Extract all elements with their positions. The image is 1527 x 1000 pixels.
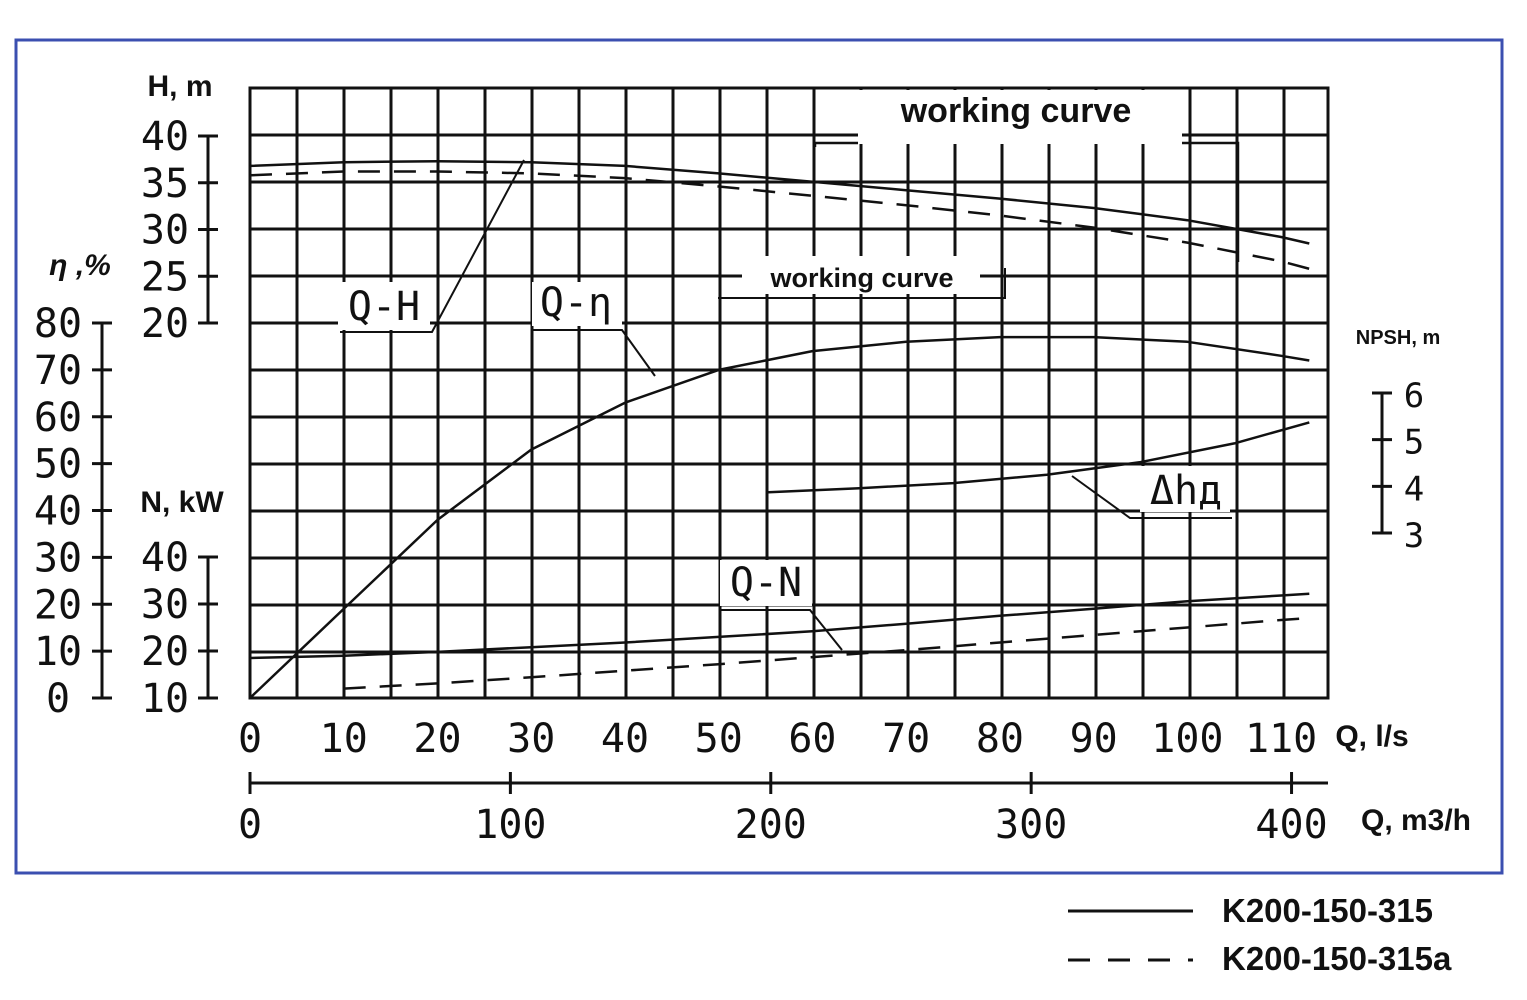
x-tick-label-ls: 0 — [238, 716, 262, 762]
npsh-tick-label: 6 — [1404, 376, 1424, 416]
x-tick-label-m3h: 400 — [1255, 802, 1327, 848]
efficiency-tick-label: 60 — [34, 395, 82, 441]
efficiency-tick-label: 20 — [34, 582, 82, 628]
npsh-callout: Δhд — [1071, 466, 1232, 519]
series-qh-dashed-line — [249, 170, 1310, 271]
power-tick-label: 10 — [141, 676, 189, 722]
series-qeta-solid-line — [249, 335, 1310, 699]
working-range-box: working curve — [813, 90, 1240, 262]
working-curve-label-top: working curve — [900, 92, 1132, 130]
series-npsh-solid-line — [765, 421, 1310, 494]
x-tick-label-ls: 40 — [601, 716, 649, 762]
x-tick-label-ls: 60 — [788, 716, 836, 762]
efficiency-tick-label: 80 — [34, 301, 82, 347]
head-tick-label: 30 — [141, 208, 189, 254]
x-tick-label-ls: 110 — [1245, 716, 1317, 762]
x-tick-label-ls: 80 — [976, 716, 1024, 762]
chart-frame — [14, 38, 1504, 875]
qeta-callout: Q-η — [532, 280, 656, 377]
npsh-tick-label: 4 — [1404, 469, 1424, 509]
x-tick-label-ls: 100 — [1151, 716, 1223, 762]
head-tick-label: 25 — [141, 254, 189, 300]
x-axis-title-m3h: Q, m3/h — [1361, 804, 1471, 837]
efficiency-tick-label: 30 — [34, 535, 82, 581]
x-tick-label-ls: 30 — [507, 716, 555, 762]
efficiency-tick-label: 0 — [46, 676, 70, 722]
power-tick-label: 40 — [141, 535, 189, 581]
qn-callout: Q-N — [720, 560, 843, 651]
series-qn-dashed-line — [343, 616, 1310, 690]
power-axis-title: N, kW — [140, 486, 224, 519]
npsh-curve-label: Δhд — [1150, 468, 1222, 514]
head-axis-title: H, m — [147, 70, 212, 103]
x-tick-label-m3h: 200 — [735, 802, 807, 848]
x-tick-label-ls: 90 — [1070, 716, 1118, 762]
npsh-tick-label: 3 — [1404, 516, 1424, 556]
power-tick-label: 30 — [141, 582, 189, 628]
power-tick-label: 20 — [141, 629, 189, 675]
plot-border — [248, 86, 1330, 700]
x-tick-label-m3h: 0 — [238, 802, 262, 848]
series-qn-solid-line — [249, 592, 1310, 660]
legend: K200-150-315 K200-150-315a — [1068, 892, 1452, 977]
legend-label-solid: K200-150-315 — [1222, 892, 1433, 929]
head-tick-label: 35 — [141, 161, 189, 207]
efficiency-tick-label: 50 — [34, 442, 82, 488]
efficiency-tick-label: 40 — [34, 489, 82, 535]
x-tick-label-ls: 10 — [320, 716, 368, 762]
head-tick-label: 20 — [141, 301, 189, 347]
head-tick-label: 40 — [141, 114, 189, 160]
x-tick-label-m3h: 300 — [995, 802, 1067, 848]
qn-label: Q-N — [730, 560, 802, 606]
npsh-axis-title: NPSH, m — [1356, 327, 1440, 349]
working-range-mid: working curve — [718, 256, 1006, 299]
legend-label-dashed: K200-150-315a — [1222, 940, 1452, 977]
qh-label: Q-H — [348, 284, 420, 330]
curve-layer — [249, 159, 1310, 699]
efficiency-axis-title: η ,% — [49, 249, 111, 282]
x-axis-title-ls: Q, l/s — [1335, 720, 1408, 753]
efficiency-tick-label: 10 — [34, 629, 82, 675]
npsh-tick-label: 5 — [1404, 423, 1424, 463]
x-tick-label-ls: 70 — [882, 716, 930, 762]
series-qh-solid-line — [249, 159, 1310, 245]
qeta-label: Q-η — [540, 280, 612, 326]
x-tick-label-ls: 50 — [695, 716, 743, 762]
x-tick-label-m3h: 100 — [474, 802, 546, 848]
qh-callout: Q-H — [338, 159, 525, 333]
x-tick-label-ls: 20 — [413, 716, 461, 762]
working-curve-label-mid: working curve — [769, 263, 953, 293]
efficiency-tick-label: 70 — [34, 348, 82, 394]
